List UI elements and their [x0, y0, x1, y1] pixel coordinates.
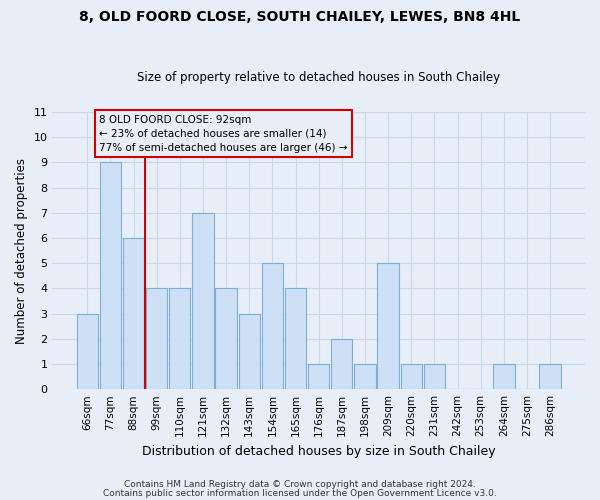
Title: Size of property relative to detached houses in South Chailey: Size of property relative to detached ho…: [137, 72, 500, 85]
Bar: [146, 288, 167, 389]
Bar: [169, 288, 190, 389]
Bar: [331, 339, 352, 389]
X-axis label: Distribution of detached houses by size in South Chailey: Distribution of detached houses by size …: [142, 444, 496, 458]
Text: 8 OLD FOORD CLOSE: 92sqm
← 23% of detached houses are smaller (14)
77% of semi-d: 8 OLD FOORD CLOSE: 92sqm ← 23% of detach…: [99, 114, 347, 152]
Bar: [285, 288, 306, 389]
Bar: [262, 263, 283, 389]
Bar: [493, 364, 515, 389]
Bar: [377, 263, 399, 389]
Bar: [77, 314, 98, 389]
Bar: [424, 364, 445, 389]
Bar: [193, 213, 214, 389]
Bar: [123, 238, 144, 389]
Bar: [308, 364, 329, 389]
Text: 8, OLD FOORD CLOSE, SOUTH CHAILEY, LEWES, BN8 4HL: 8, OLD FOORD CLOSE, SOUTH CHAILEY, LEWES…: [79, 10, 521, 24]
Bar: [401, 364, 422, 389]
Text: Contains public sector information licensed under the Open Government Licence v3: Contains public sector information licen…: [103, 488, 497, 498]
Y-axis label: Number of detached properties: Number of detached properties: [15, 158, 28, 344]
Bar: [100, 162, 121, 389]
Text: Contains HM Land Registry data © Crown copyright and database right 2024.: Contains HM Land Registry data © Crown c…: [124, 480, 476, 489]
Bar: [355, 364, 376, 389]
Bar: [215, 288, 237, 389]
Bar: [539, 364, 561, 389]
Bar: [239, 314, 260, 389]
